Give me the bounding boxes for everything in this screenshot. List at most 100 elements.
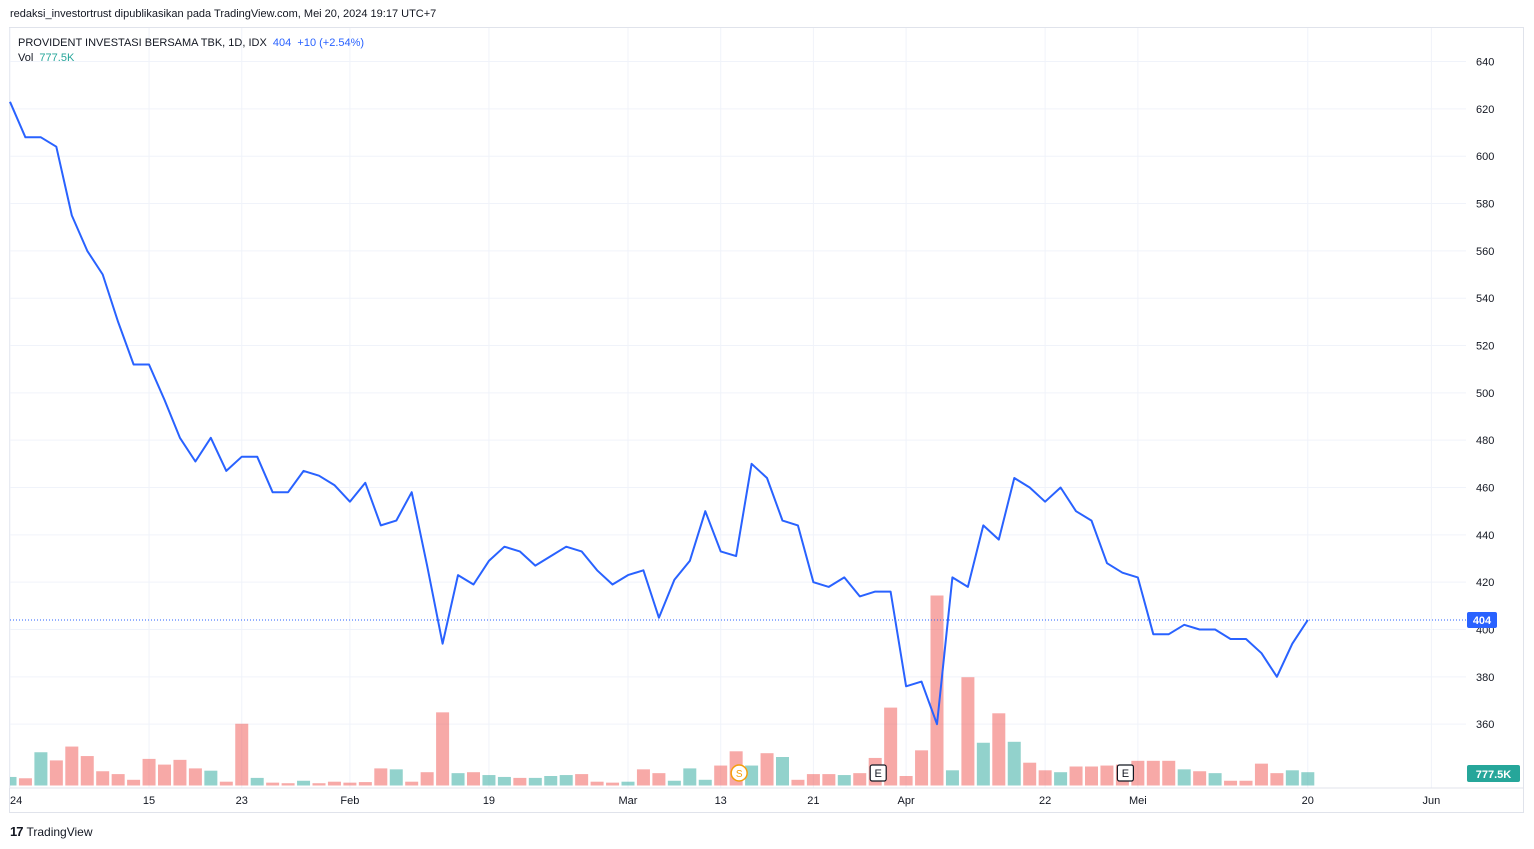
price-line-series xyxy=(9,101,1309,726)
volume-bar xyxy=(467,772,480,786)
volume-bar xyxy=(961,677,975,786)
volume-bar xyxy=(636,769,650,786)
volume-bar xyxy=(250,777,264,786)
volume-bar xyxy=(667,780,681,786)
volume-bar xyxy=(482,775,496,786)
volume-bar xyxy=(528,777,542,786)
volume-bar xyxy=(621,781,635,786)
volume-bar xyxy=(111,774,125,786)
volume-bar xyxy=(1069,766,1083,786)
volume-bar xyxy=(374,768,388,786)
volume-bar xyxy=(18,778,32,786)
volume-bar xyxy=(235,723,249,786)
volume-bar xyxy=(930,595,944,786)
earnings-event-label: E xyxy=(875,768,882,780)
x-tick-label: Apr xyxy=(898,795,915,807)
y-tick-label: 600 xyxy=(1476,151,1494,163)
volume-bar xyxy=(652,773,666,786)
volume-bar xyxy=(714,765,728,786)
earnings-event-icon[interactable] xyxy=(1116,764,1135,782)
volume-bar xyxy=(204,770,218,786)
symbol-title[interactable]: PROVIDENT INVESTASI BERSAMA TBK, 1D, IDX xyxy=(18,37,267,49)
volume-bar xyxy=(1193,771,1207,786)
volume-bar xyxy=(1054,772,1068,786)
volume-bar xyxy=(853,773,867,786)
x-axis-ticks: 24 15 23 Feb 19 Mar 13 21 Apr 22 Mei 20 Jun xyxy=(10,795,1440,807)
last-price-tag: 404 xyxy=(1467,612,1497,629)
volume-bar xyxy=(127,779,141,786)
volume-tag-bg xyxy=(1467,765,1520,782)
volume-bars xyxy=(10,595,1315,786)
x-tick-label: Jun xyxy=(1423,795,1441,807)
y-tick-label: 560 xyxy=(1476,246,1494,258)
gridlines xyxy=(9,28,1524,789)
volume-bar xyxy=(297,780,311,786)
split-event-label: S xyxy=(736,769,743,780)
x-tick-label: 23 xyxy=(236,795,248,807)
volume-bar xyxy=(405,781,419,786)
volume-value: 777.5K xyxy=(39,52,75,64)
volume-bar xyxy=(884,707,898,786)
volume-label[interactable]: Vol xyxy=(18,52,34,64)
volume-bar xyxy=(1038,770,1052,786)
volume-bar xyxy=(1254,763,1268,786)
x-tick-label: 19 xyxy=(483,795,495,807)
volume-bar xyxy=(575,774,589,786)
volume-bar xyxy=(1162,760,1176,786)
x-tick-label: Mei xyxy=(1129,795,1147,807)
y-tick-label: 500 xyxy=(1476,388,1494,400)
volume-bar xyxy=(1208,773,1222,786)
y-tick-label: 520 xyxy=(1476,341,1494,353)
volume-bar xyxy=(1177,769,1191,786)
volume-bar xyxy=(312,783,326,786)
volume-bar xyxy=(173,759,187,786)
volume-bar xyxy=(266,782,280,786)
x-tick-label: 15 xyxy=(143,795,155,807)
volume-bar xyxy=(776,757,789,786)
y-tick-label: 620 xyxy=(1476,104,1494,116)
y-tick-label: 360 xyxy=(1476,719,1494,731)
y-axis-ticks: 3603804004204404604805005205405605806006… xyxy=(1476,57,1494,732)
volume-bar xyxy=(188,768,202,786)
volume-bar xyxy=(1270,773,1284,786)
x-tick-label: 20 xyxy=(1302,795,1314,807)
volume-bar xyxy=(10,776,17,786)
volume-bar xyxy=(1224,780,1238,786)
volume-bar xyxy=(451,773,465,786)
volume-bar xyxy=(976,742,990,786)
x-tick-label: Mar xyxy=(619,795,638,807)
tradingview-logo-icon: 17 xyxy=(10,824,24,839)
y-tick-label: 580 xyxy=(1476,199,1494,211)
last-price-value: 404 xyxy=(272,37,292,49)
split-event-icon[interactable] xyxy=(730,764,748,782)
volume-bar xyxy=(791,779,805,786)
volume-bar xyxy=(420,772,434,786)
volume-bar xyxy=(1301,772,1315,786)
volume-bar xyxy=(65,746,79,786)
tradingview-brand: TradingView xyxy=(26,824,93,839)
volume-tag-text: 777.5K xyxy=(1476,769,1512,781)
volume-bar xyxy=(436,712,450,786)
volume-bar xyxy=(389,769,403,786)
volume-bar xyxy=(806,774,820,786)
volume-bar xyxy=(837,775,851,786)
volume-bar xyxy=(559,775,573,786)
volume-bar xyxy=(158,764,171,786)
volume-bar xyxy=(1239,780,1253,786)
volume-bar xyxy=(327,781,341,786)
y-tick-label: 480 xyxy=(1476,435,1494,447)
y-tick-label: 420 xyxy=(1476,577,1494,589)
volume-bar xyxy=(590,781,604,786)
price-tag-text: 404 xyxy=(1473,615,1492,627)
volume-bar xyxy=(915,750,929,786)
last-volume-tag: 777.5K xyxy=(1467,765,1520,782)
tradingview-footer[interactable]: 17 TradingView xyxy=(10,824,93,839)
x-tick-label: 21 xyxy=(807,795,819,807)
volume-bar xyxy=(822,774,836,786)
earnings-event-icon[interactable] xyxy=(869,764,887,782)
chart-legend: PROVIDENT INVESTASI BERSAMA TBK, 1D, IDX… xyxy=(18,36,364,66)
volume-bar xyxy=(698,779,712,786)
volume-bar xyxy=(945,770,959,786)
